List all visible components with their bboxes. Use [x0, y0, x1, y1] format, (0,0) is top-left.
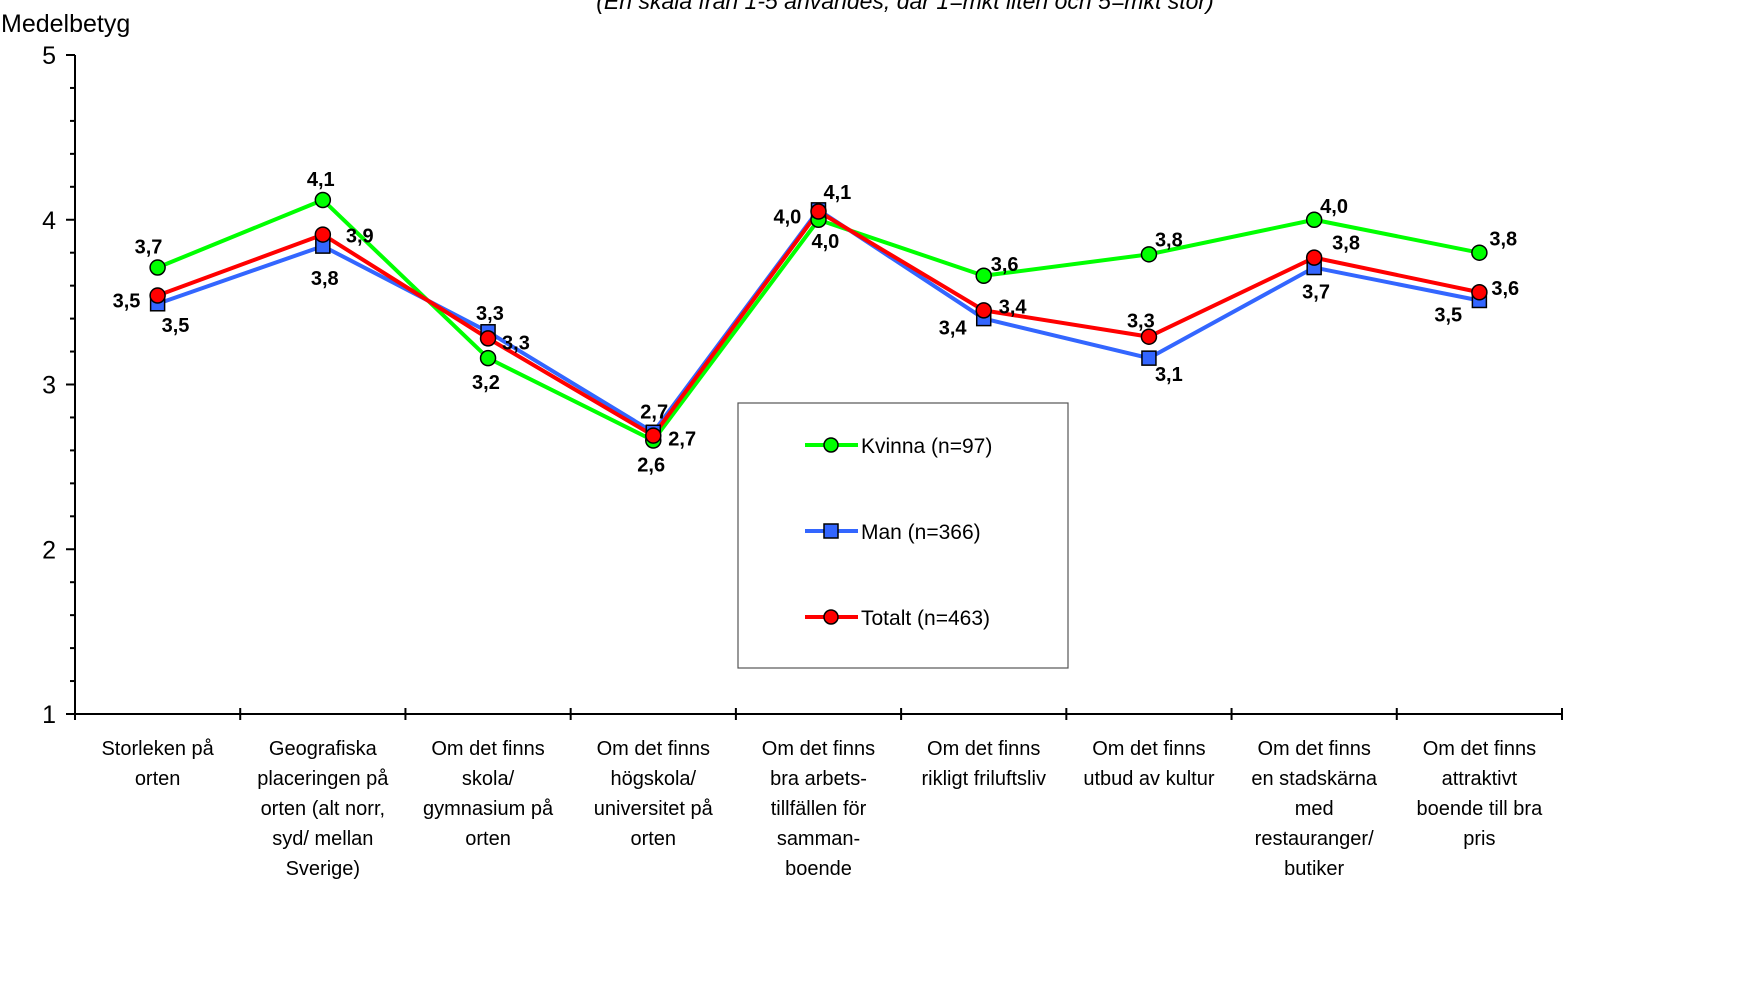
data-label: 3,7 — [135, 237, 163, 259]
data-label: 2,6 — [637, 455, 665, 477]
data-label: 3,8 — [1489, 229, 1517, 251]
data-label: 2,7 — [640, 401, 668, 423]
legend-label: Kvinna (n=97) — [861, 435, 992, 458]
data-point — [1141, 350, 1157, 366]
y-tick-label: 1 — [42, 701, 56, 729]
data-label: 3,3 — [502, 332, 530, 354]
data-label: 3,6 — [1491, 278, 1519, 300]
data-point — [1305, 249, 1323, 266]
data-point — [149, 259, 166, 276]
data-label: 4,1 — [824, 182, 852, 204]
data-label: 3,1 — [1155, 364, 1183, 386]
x-tick-label: Om det finns rikligt friluftsliv — [921, 738, 1045, 790]
data-label: 3,2 — [472, 372, 500, 394]
data-label: 3,9 — [346, 226, 374, 248]
data-point — [975, 267, 992, 285]
axes: 1 2 3 4 5 Storleken på orten Geografiska placeri… — [42, 42, 1563, 880]
data-label: 3,4 — [999, 296, 1028, 318]
data-point — [1140, 328, 1158, 345]
x-tick-label: Storleken på orten — [101, 738, 214, 790]
data-labels: 3,7 4,1 3,2 2,6 4,0 3,6 3,8 4,0 3,8 3,5 3,8 3,3 2,7 4… — [113, 169, 1520, 477]
data-label: 4,0 — [774, 207, 802, 229]
data-label: 2,7 — [668, 429, 696, 451]
legend-marker — [823, 437, 839, 453]
x-tick-label: Om det finns utbud av kultur — [1083, 738, 1215, 790]
data-point — [479, 330, 497, 347]
y-tick-label: 4 — [42, 207, 56, 235]
data-label: 3,5 — [162, 315, 190, 337]
data-label: 3,3 — [1127, 311, 1155, 333]
x-tick-label: Om det finns högskola/universitet på orten — [594, 738, 714, 850]
data-point — [314, 226, 332, 243]
data-point — [975, 302, 992, 319]
x-tick-label: Om det finns bra arbets-tillfällen för sam… — [762, 738, 875, 880]
data-point — [314, 191, 332, 209]
data-label: 3,5 — [1434, 304, 1462, 326]
data-label: 3,5 — [113, 291, 141, 313]
legend: Kvinna (n=97) Man (n=366) Totalt (n=463) — [737, 402, 1069, 669]
data-point — [645, 427, 662, 444]
x-tick-label: Om det finns en stadskärna med restauranger… — [1251, 738, 1378, 880]
x-tick-label: Om det finns attraktivt boende till bra pri… — [1417, 738, 1544, 850]
chart-subtitle: (En skala från 1-5 användes, där 1=mkt l… — [596, 0, 1213, 14]
data-label: 3,6 — [991, 254, 1019, 276]
data-label: 3,4 — [939, 318, 968, 340]
y-tick-label: 5 — [42, 42, 56, 70]
y-tick-label: 3 — [42, 372, 56, 400]
data-label: 3,8 — [1155, 229, 1183, 251]
data-point — [149, 287, 166, 304]
x-tick-label: Om det finns skola/gymnasium på orten — [423, 738, 554, 850]
series-layer — [149, 191, 1488, 449]
data-label: 3,3 — [476, 303, 504, 325]
data-label: 4,0 — [812, 231, 840, 253]
legend-box — [737, 402, 1069, 669]
data-point — [479, 349, 497, 367]
data-point — [1471, 244, 1488, 261]
data-label: 3,7 — [1302, 282, 1330, 304]
y-axis-label: Medelbetyg — [1, 10, 130, 38]
data-label: 4,1 — [307, 169, 335, 191]
x-tick-label: Geografiska placeringen på orten (alt norr… — [257, 738, 389, 880]
legend-marker — [823, 523, 839, 539]
data-point — [810, 203, 827, 220]
data-label: 3,8 — [311, 268, 339, 290]
data-point — [1305, 211, 1323, 228]
legend-label: Totalt (n=463) — [861, 607, 990, 630]
data-point — [1471, 283, 1488, 301]
data-point — [1140, 246, 1158, 263]
legend-marker — [823, 609, 839, 625]
legend-label: Man (n=366) — [861, 521, 981, 544]
data-label: 3,8 — [1332, 233, 1360, 255]
y-tick-label: 2 — [42, 536, 56, 564]
data-label: 4,0 — [1320, 196, 1348, 218]
